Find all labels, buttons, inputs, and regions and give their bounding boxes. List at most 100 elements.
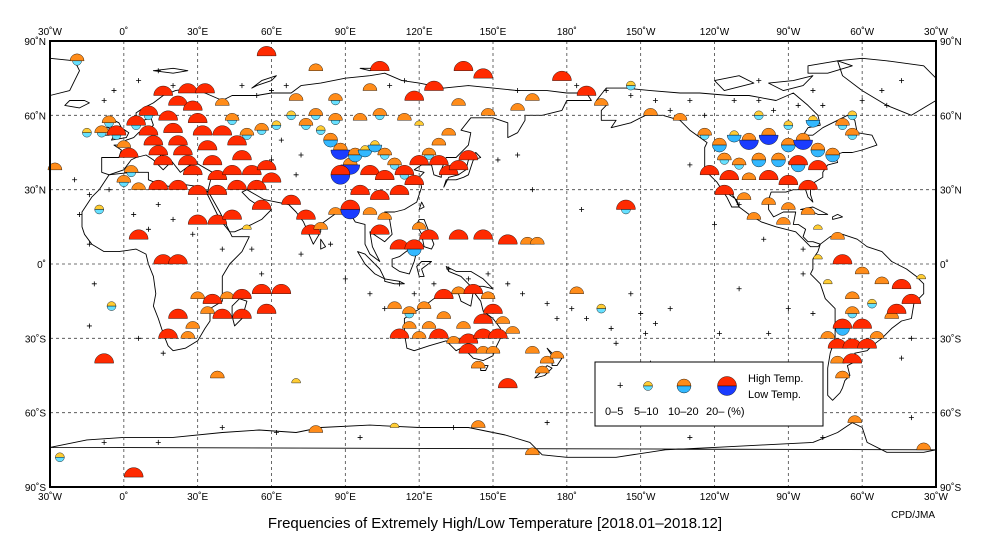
- axis-tick-labels: 30˚W 30˚W 0˚ 0˚ 30˚E 30˚E 60˚E 60˚E 90˚E 90˚E 120˚…: [24, 26, 961, 503]
- high-temp-half: [180, 331, 196, 339]
- high-temp-half: [847, 415, 862, 423]
- station-marker: [781, 137, 796, 153]
- station-marker: [429, 155, 449, 166]
- plus-marker: [111, 88, 117, 94]
- station-marker: [387, 301, 402, 309]
- plus-marker: [579, 206, 585, 212]
- high-temp-half: [778, 175, 799, 185]
- plus-marker: [170, 83, 176, 89]
- low-temp-half: [790, 164, 806, 173]
- high-temp-half: [741, 132, 757, 141]
- high-temp-half: [298, 118, 314, 126]
- high-temp-half: [549, 350, 565, 359]
- plus-marker: [515, 88, 521, 94]
- high-temp-half: [473, 313, 493, 324]
- legend-frame: [594, 361, 824, 427]
- y-tick-label-left: 60˚N: [24, 110, 46, 122]
- high-temp-half: [845, 291, 860, 299]
- station-marker: [119, 147, 139, 158]
- station-marker: [316, 125, 326, 135]
- high-temp-half: [463, 284, 484, 294]
- plus-marker: [810, 311, 816, 317]
- station-marker: [387, 157, 402, 170]
- high-temp-half: [207, 184, 228, 195]
- high-temp-half: [808, 160, 828, 171]
- land-outline: [357, 251, 386, 280]
- station-marker: [212, 125, 232, 136]
- station-marker: [328, 113, 343, 125]
- high-temp-half: [222, 209, 242, 220]
- plus-marker: [652, 97, 658, 103]
- plus-marker: [269, 88, 274, 94]
- land-outline: [714, 75, 755, 92]
- land-outline: [418, 201, 425, 210]
- high-temp-half: [178, 155, 198, 166]
- high-temp-half: [168, 254, 188, 265]
- high-temp-half: [207, 170, 228, 180]
- station-marker: [158, 328, 178, 339]
- station-marker: [626, 80, 636, 91]
- station-marker: [852, 318, 872, 329]
- plus-marker: [736, 286, 742, 292]
- high-temp-half: [323, 132, 338, 141]
- station-marker: [178, 83, 198, 94]
- station-marker: [202, 293, 223, 304]
- station-marker: [377, 147, 392, 160]
- legend-class-0-5: 0–5: [605, 406, 623, 418]
- low-temp-half: [104, 122, 114, 128]
- high-temp-half: [409, 155, 429, 166]
- plus-marker: [544, 301, 550, 307]
- low-temp-half: [316, 130, 326, 135]
- plus-marker: [86, 192, 92, 198]
- high-temp-half: [138, 125, 159, 136]
- plus-marker: [603, 88, 609, 94]
- station-marker: [805, 115, 821, 128]
- land-outline: [810, 233, 925, 401]
- plus-marker: [820, 434, 826, 440]
- plus-marker: [495, 157, 501, 163]
- plus-marker: [465, 276, 471, 282]
- high-temp-half: [256, 303, 277, 314]
- plus-marker: [800, 271, 806, 277]
- y-tick-label-left: 0˚: [37, 259, 46, 271]
- plus-marker: [283, 83, 289, 89]
- high-temp-half: [825, 147, 840, 156]
- x-tick-label-top: 150˚E: [480, 26, 507, 38]
- legend-symbol-5-10: [643, 381, 653, 391]
- high-temp-half: [569, 286, 584, 294]
- high-temp-half: [232, 150, 252, 161]
- station-marker: [830, 355, 845, 364]
- station-marker: [82, 127, 92, 138]
- station-marker: [323, 132, 338, 148]
- high-temp-half: [498, 378, 518, 389]
- x-tick-label-top: 30˚E: [187, 26, 208, 38]
- high-temp-half: [232, 308, 252, 319]
- high-temp-half: [131, 182, 146, 190]
- plus-marker: [160, 350, 166, 356]
- plus-marker: [101, 97, 107, 103]
- station-marker: [495, 316, 511, 324]
- station-marker: [808, 160, 828, 171]
- station-marker: [820, 331, 835, 339]
- station-marker: [845, 306, 860, 319]
- high-temp-half: [471, 420, 486, 428]
- station-marker: [138, 105, 159, 121]
- plus-marker: [628, 93, 634, 99]
- high-temp-half: [281, 194, 301, 205]
- station-marker: [510, 103, 525, 111]
- plus-marker: [382, 306, 388, 312]
- plus-marker: [908, 335, 914, 341]
- station-marker: [352, 113, 368, 121]
- station-marker: [845, 127, 860, 140]
- high-temp-half: [328, 93, 343, 101]
- low-temp-half: [712, 144, 727, 153]
- high-temp-half: [446, 336, 461, 344]
- high-temp-half: [781, 137, 796, 146]
- station-marker: [471, 420, 486, 428]
- low-temp-half: [126, 172, 136, 178]
- plus-marker: [293, 172, 299, 178]
- high-temp-half: [616, 199, 636, 210]
- station-marker: [901, 293, 922, 304]
- plus-marker: [387, 83, 393, 89]
- y-tick-label-right: 90˚N: [940, 36, 962, 48]
